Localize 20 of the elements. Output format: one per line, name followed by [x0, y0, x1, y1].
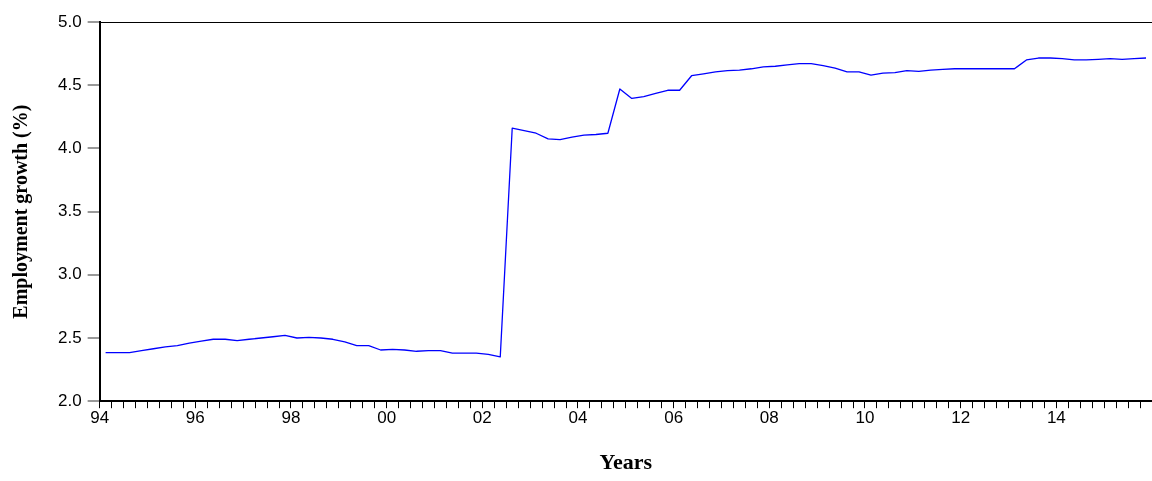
y-tick-label: 3.0	[57, 264, 82, 284]
x-tick-label: 12	[951, 408, 971, 428]
x-tick-label: 96	[185, 408, 205, 428]
y-tick-label: 2.0	[57, 390, 82, 410]
y-axis-title: Employment growth (%)	[9, 104, 33, 319]
y-tick-label: 4.5	[57, 74, 82, 94]
y-tick-label: 5.0	[57, 11, 82, 31]
x-axis-title: Years	[599, 449, 653, 475]
y-tick-label: 3.5	[57, 201, 82, 221]
x-tick-label: 10	[855, 408, 875, 428]
x-tick-label: 98	[281, 408, 301, 428]
x-tick-label: 14	[1046, 408, 1066, 428]
x-tick-label: 06	[664, 408, 684, 428]
y-tick-label: 2.5	[57, 327, 82, 347]
x-tick-label: 94	[90, 408, 110, 428]
x-tick-label: 08	[759, 408, 779, 428]
x-tick-label: 02	[472, 408, 492, 428]
x-tick-label: 04	[568, 408, 588, 428]
y-tick-label: 4.0	[57, 138, 82, 158]
x-tick-label: 00	[377, 408, 397, 428]
